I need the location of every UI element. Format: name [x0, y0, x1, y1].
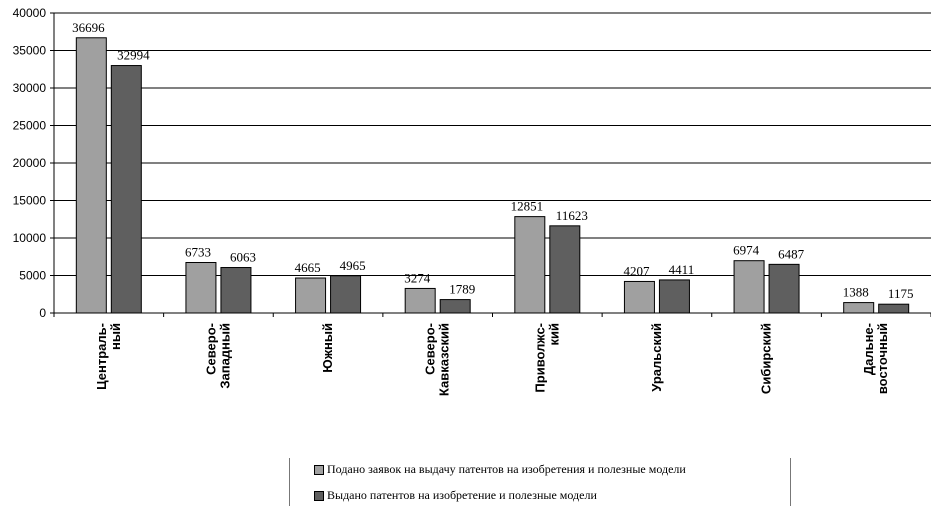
category-label: Западный	[217, 323, 232, 389]
data-label: 11623	[556, 208, 588, 223]
y-tick-label: 5000	[19, 269, 46, 283]
legend-label-granted: Выдано патентов на изобретение и полезны…	[327, 488, 597, 502]
data-label: 1789	[449, 282, 475, 297]
data-label: 3274	[404, 270, 431, 285]
legend-label-filed: Подано заявок на выдачу патентов на изоб…	[327, 462, 686, 476]
category-label: Южный	[320, 323, 335, 373]
legend-swatch-filed	[314, 464, 324, 475]
data-label: 1175	[888, 286, 914, 301]
data-label: 4207	[623, 263, 650, 278]
bar-filed	[733, 260, 765, 314]
y-tick-label: 25000	[13, 119, 47, 133]
data-label: 6487	[778, 246, 805, 261]
data-label: 6063	[230, 250, 256, 265]
legend-item-granted: Выдано патентов на изобретение и полезны…	[314, 488, 597, 503]
bar-granted	[220, 267, 252, 314]
category-label: кий	[546, 323, 561, 346]
bar-granted	[878, 303, 910, 314]
bar-filed	[75, 37, 107, 314]
bar-filed	[295, 277, 327, 314]
legend: Подано заявок на выдачу патентов на изоб…	[289, 458, 791, 506]
data-label: 32994	[117, 48, 150, 63]
data-label: 6974	[733, 243, 760, 258]
category-label: восточный	[875, 323, 890, 394]
y-tick-label: 30000	[13, 81, 47, 95]
bar-filed	[185, 262, 217, 314]
bar-granted	[330, 275, 362, 314]
data-label: 4965	[340, 258, 366, 273]
category-label: Централь-	[94, 323, 109, 390]
bar-filed	[843, 302, 875, 314]
y-tick-label: 20000	[13, 156, 47, 170]
data-label: 4665	[295, 260, 321, 275]
data-label: 1388	[843, 285, 869, 300]
category-label: Сибирский	[759, 323, 774, 394]
bar-granted	[658, 279, 690, 314]
data-label: 6733	[185, 245, 211, 260]
category-label: Дальне-	[861, 323, 876, 375]
legend-swatch-granted	[314, 490, 324, 501]
y-tick-label: 40000	[13, 6, 47, 20]
bar-filed	[404, 287, 436, 314]
data-label: 4411	[669, 262, 695, 277]
data-label: 12851	[511, 199, 544, 214]
bar-granted	[549, 225, 581, 314]
bar-granted	[768, 263, 800, 314]
category-label: Приволжс-	[532, 323, 547, 393]
y-tick-label: 15000	[13, 194, 47, 208]
category-label: Северо-	[203, 323, 218, 375]
data-label: 36696	[72, 20, 105, 35]
bar-filed	[623, 280, 655, 314]
bar-filed	[514, 216, 546, 314]
category-label: ный	[108, 323, 123, 350]
category-label: Кавказский	[437, 323, 452, 396]
bar-granted	[110, 65, 142, 314]
category-label: Уральский	[649, 323, 664, 392]
y-tick-label: 0	[39, 306, 46, 320]
y-tick-label: 35000	[13, 44, 47, 58]
bar-granted	[439, 299, 471, 314]
legend-item-filed: Подано заявок на выдачу патентов на изоб…	[314, 462, 686, 477]
category-label: Северо-	[423, 323, 438, 375]
chart: 0 5000 10000 15000 20000 25000 30000 35000 40000…	[13, 6, 931, 396]
y-tick-label: 10000	[13, 231, 47, 245]
